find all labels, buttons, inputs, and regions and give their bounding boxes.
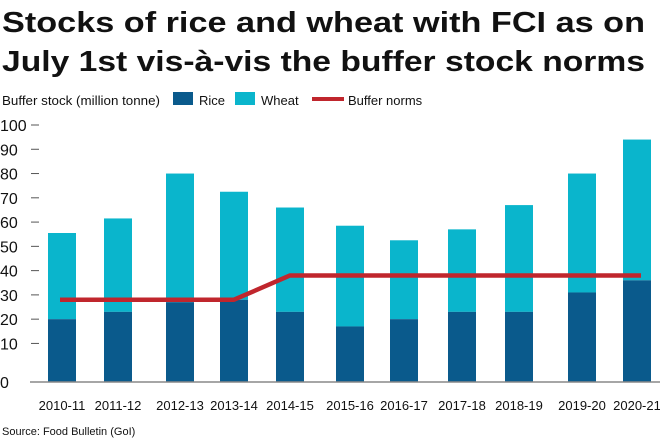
bar-wheat-2013-14: [220, 191, 248, 300]
legend: Buffer stock (million tonne) Rice Wheat …: [2, 92, 423, 108]
bar-rice-2013-14: [220, 299, 248, 382]
bar-wheat-2016-17: [390, 240, 418, 320]
bar-wheat-2019-20: [568, 173, 596, 293]
y-tick-label: 80: [0, 167, 18, 184]
bar-rice-2011-12: [104, 311, 132, 382]
y-axis-label: Buffer stock (million tonne): [2, 93, 160, 108]
x-tick-label: 2018-19: [495, 398, 543, 413]
bar-rice-2010-11: [48, 319, 76, 382]
y-tick-label: 90: [0, 142, 18, 159]
y-tick-label: 30: [0, 288, 18, 305]
bar-wheat-2010-11: [48, 233, 76, 320]
bar-rice-2019-20: [568, 292, 596, 382]
bar-wheat-2011-12: [104, 218, 132, 312]
x-tick-label: 2010-11: [39, 398, 86, 413]
y-tick-label: 0: [0, 375, 9, 392]
x-tick-label: 2014-15: [266, 398, 314, 413]
chart-title-line-1: Stocks of rice and wheat with FCI as on: [2, 7, 645, 39]
x-tick-label: 2015-16: [326, 398, 374, 413]
legend-label-rice: Rice: [199, 93, 225, 108]
bar-rice-2018-19: [505, 311, 533, 382]
x-tick-label: 2013-14: [210, 398, 258, 413]
x-tick-label: 2012-13: [156, 398, 204, 413]
legend-label-buffer-norms: Buffer norms: [348, 93, 423, 108]
source-note: Source: Food Bulletin (GoI): [2, 426, 135, 438]
bar-rice-2012-13: [166, 302, 194, 382]
bars: [48, 139, 651, 382]
x-tick-label: 2019-20: [558, 398, 606, 413]
bar-wheat-2018-19: [505, 205, 533, 312]
y-tick-label: 10: [0, 336, 18, 353]
legend-swatch-rice: [173, 92, 193, 105]
legend-swatch-wheat: [235, 92, 255, 105]
bar-rice-2016-17: [390, 319, 418, 382]
bar-rice-2015-16: [336, 326, 364, 382]
x-tick-label: 2017-18: [438, 398, 486, 413]
buffer-norms-line: [59, 273, 641, 302]
bar-wheat-2012-13: [166, 173, 194, 303]
legend-label-wheat: Wheat: [261, 93, 299, 108]
y-tick-label: 50: [0, 239, 18, 256]
y-tick-label: 70: [0, 191, 18, 208]
y-tick-label: 40: [0, 264, 18, 281]
x-tick-label: 2020-21: [613, 398, 660, 413]
y-tick-label: 100: [0, 118, 27, 135]
bar-wheat-2020-21: [623, 139, 651, 281]
bar-rice-2014-15: [276, 311, 304, 382]
bar-rice-2020-21: [623, 280, 651, 382]
x-axis-labels: 2010-11 2011-12 2012-13 2013-14 2014-15 2015-…: [39, 398, 660, 413]
bar-rice-2017-18: [448, 311, 476, 382]
x-tick-label: 2016-17: [380, 398, 428, 413]
y-tick-label: 60: [0, 215, 18, 232]
chart-title-line-2: July 1st vis-à-vis the buffer stock norm…: [2, 46, 645, 78]
x-tick-label: 2011-12: [95, 398, 142, 413]
y-tick-label: 20: [0, 312, 18, 329]
bar-wheat-2014-15: [276, 207, 304, 312]
y-axis: 0 10 20 30 40 50 60 70 80 90 100: [0, 118, 39, 392]
bar-wheat-2017-18: [448, 229, 476, 312]
